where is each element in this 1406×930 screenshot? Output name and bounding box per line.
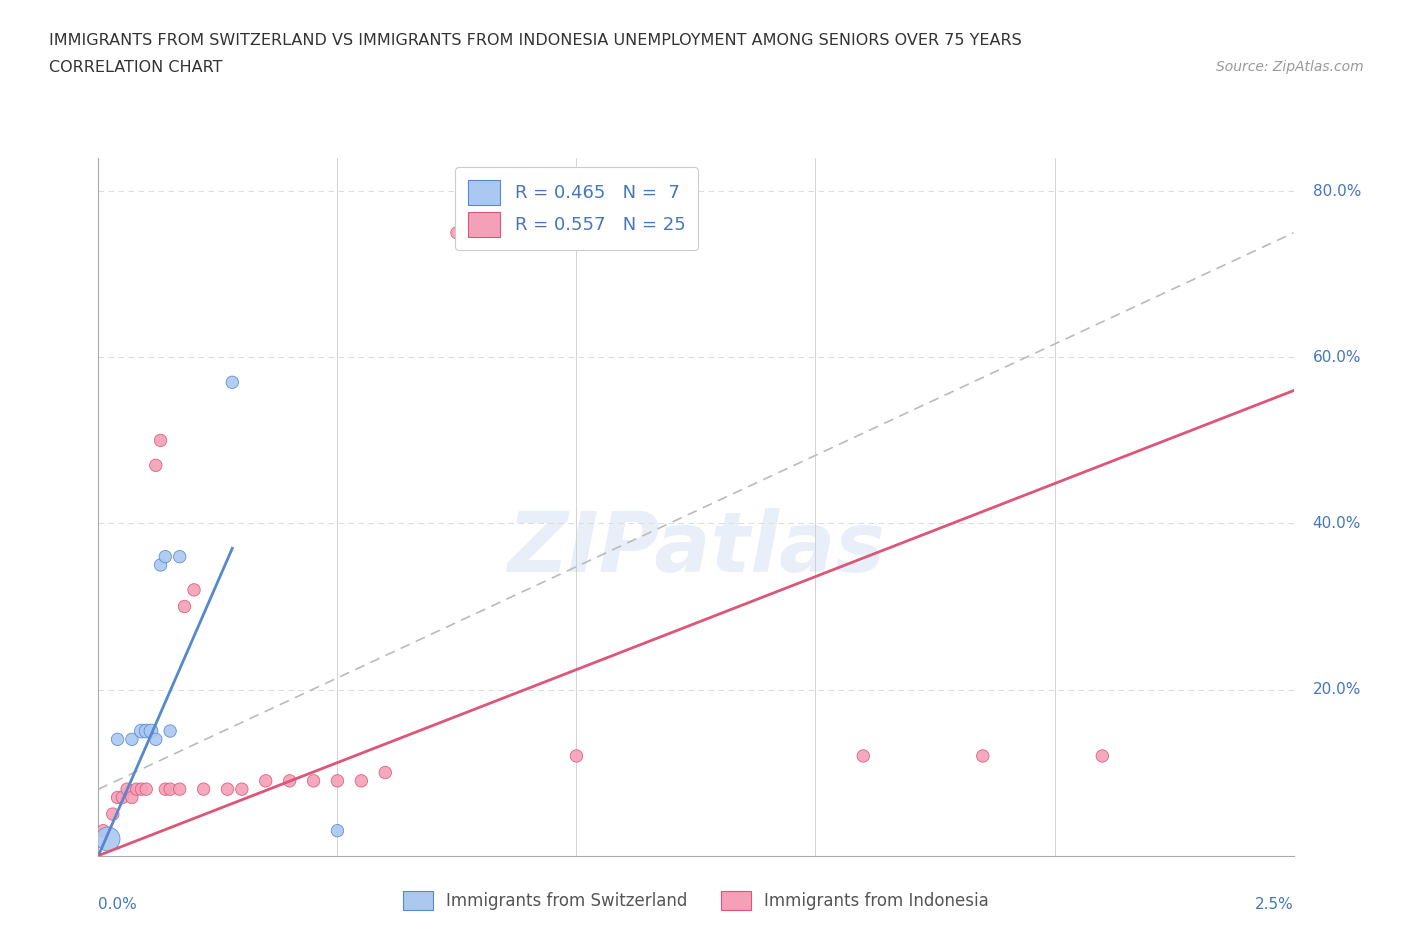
Text: 40.0%: 40.0%: [1313, 516, 1361, 531]
Point: [159, 724, 181, 738]
Point: [91, 823, 114, 838]
Point: [302, 774, 325, 789]
Point: [221, 375, 243, 390]
Point: [131, 782, 153, 797]
Point: [149, 558, 172, 573]
Text: IMMIGRANTS FROM SWITZERLAND VS IMMIGRANTS FROM INDONESIA UNEMPLOYMENT AMONG SENI: IMMIGRANTS FROM SWITZERLAND VS IMMIGRANT…: [49, 33, 1022, 47]
Point: [326, 823, 349, 838]
Text: 20.0%: 20.0%: [1313, 682, 1361, 697]
Text: 0.0%: 0.0%: [98, 897, 138, 912]
Point: [97, 831, 120, 846]
Point: [145, 732, 167, 747]
Point: [231, 782, 253, 797]
Point: [169, 782, 191, 797]
Point: [107, 732, 129, 747]
Point: [149, 433, 172, 448]
Point: [121, 790, 143, 805]
Text: 80.0%: 80.0%: [1313, 184, 1361, 199]
Point: [217, 782, 239, 797]
Point: [135, 724, 157, 738]
Point: [111, 790, 134, 805]
Text: CORRELATION CHART: CORRELATION CHART: [49, 60, 222, 75]
Point: [135, 782, 157, 797]
Point: [155, 550, 177, 565]
Point: [565, 749, 588, 764]
Point: [193, 782, 215, 797]
Legend: Immigrants from Switzerland, Immigrants from Indonesia: Immigrants from Switzerland, Immigrants …: [396, 884, 995, 917]
Point: [159, 782, 181, 797]
Point: [169, 550, 191, 565]
Point: [183, 582, 205, 597]
Point: [131, 724, 153, 738]
Point: [326, 774, 349, 789]
Point: [374, 765, 396, 780]
Point: [155, 782, 177, 797]
Point: [350, 774, 373, 789]
Text: 2.5%: 2.5%: [1254, 897, 1294, 912]
Point: [852, 749, 875, 764]
Point: [101, 806, 124, 821]
Text: Source: ZipAtlas.com: Source: ZipAtlas.com: [1216, 60, 1364, 74]
Point: [139, 724, 162, 738]
Point: [494, 201, 516, 216]
Text: ZIPatlas: ZIPatlas: [508, 508, 884, 590]
Point: [145, 458, 167, 472]
Text: 60.0%: 60.0%: [1313, 350, 1361, 365]
Point: [107, 790, 129, 805]
Point: [173, 599, 195, 614]
Point: [1091, 749, 1114, 764]
Point: [254, 774, 277, 789]
Point: [115, 782, 138, 797]
Point: [446, 225, 468, 240]
Point: [972, 749, 994, 764]
Point: [278, 774, 301, 789]
Point: [125, 782, 148, 797]
Point: [121, 732, 143, 747]
